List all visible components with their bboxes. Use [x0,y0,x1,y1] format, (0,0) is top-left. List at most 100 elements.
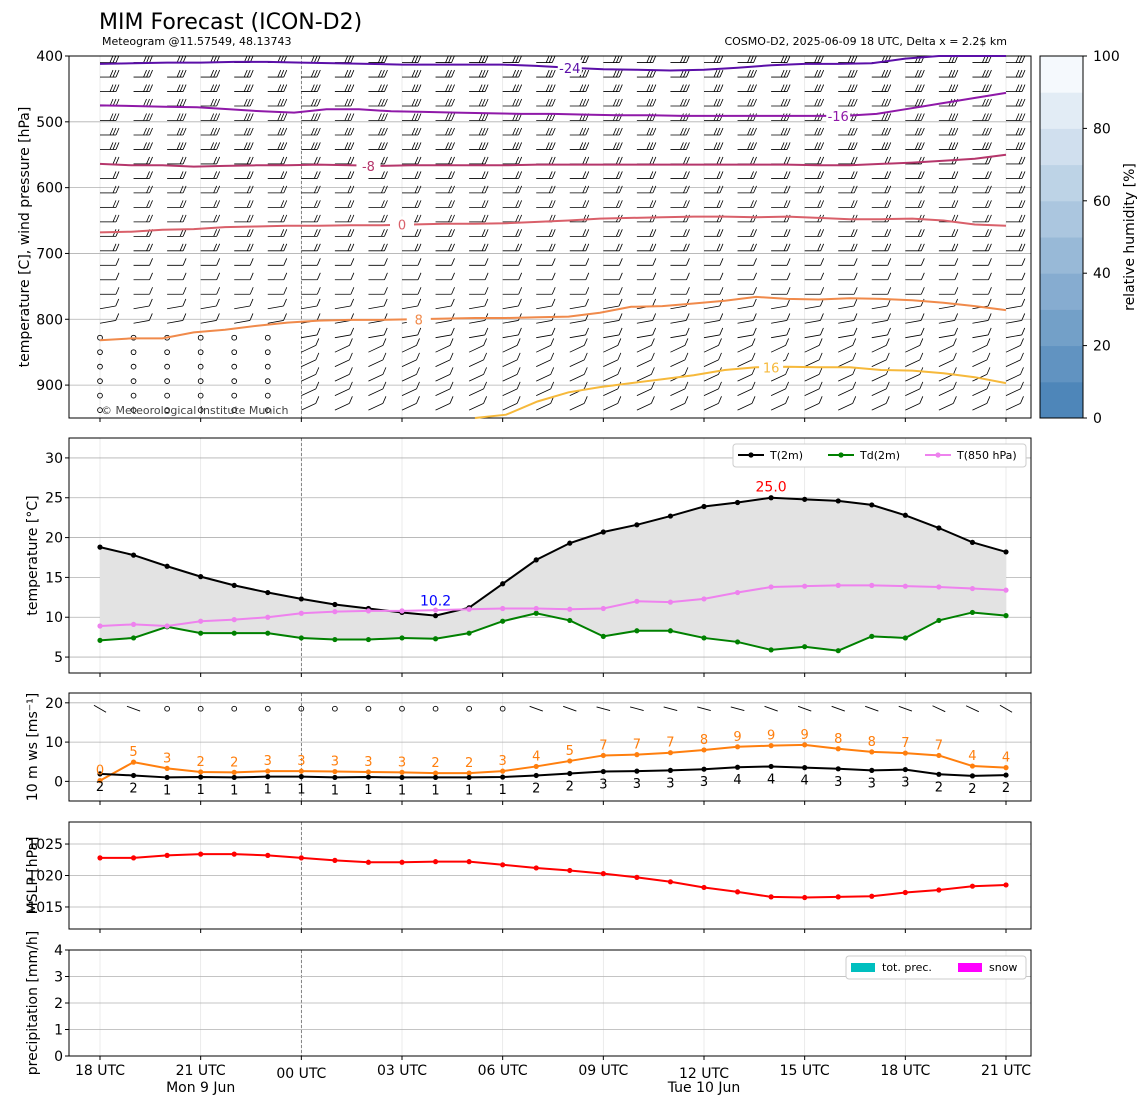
wind-barb-flag [216,127,221,136]
mslp-point [869,893,875,899]
y-tick-label: 700 [36,246,63,262]
wind-barb-flag [646,142,651,150]
wind-barb [200,171,221,179]
wind-barb [938,185,959,194]
wind-barb-flag [115,127,120,136]
wind-barb-flag [988,214,992,223]
surface-wind-barb [797,705,812,712]
wind-barb-flag [451,214,455,223]
wind-barb-flag [548,84,553,92]
wind-barb-flag [146,214,150,223]
wind-barb-flag [1018,127,1023,136]
series-point [567,617,573,624]
wind-barb [502,338,521,353]
wind-barb-flag [146,69,150,78]
wind-barb-flag [448,214,452,223]
wind-barb-flag [478,55,483,63]
wind-barb-staff [435,374,451,382]
wind-barb-flag [618,185,623,194]
wind-barb-flag [414,98,419,107]
wind-barb-flag [112,113,117,121]
wind-barb-flag [315,352,320,361]
wind-barb [704,171,724,179]
wind-barb [838,338,857,353]
wind-barb-flag [384,185,388,194]
wind-barb-flag [1021,156,1026,165]
wind-barb-flag [310,127,315,136]
wind-barb-flag [484,298,489,307]
wind-barb [200,200,221,208]
wind-barb-flag [347,69,352,78]
speed-label: 2 [968,782,976,797]
colorbar-tick-label: 100 [1093,49,1120,65]
wind-barb-flag [615,229,620,237]
wind-barb-flag [213,229,218,237]
wind-barb [603,313,623,324]
wind-barb-flag [818,352,823,361]
wind-barb-flag [445,98,449,107]
wind-barb [536,84,556,92]
wind-barb [301,142,321,150]
calm-wind-marker [164,349,170,356]
wind-barb-flag [481,229,486,237]
wind-barb-flag [283,113,288,121]
wind-barb-flag [283,185,288,194]
wind-barb-flag [350,171,355,179]
series-point [969,585,976,592]
wind-series-point [500,768,506,774]
wind-barb-staff [871,359,887,368]
wind-barb-staff [401,305,418,310]
wind-barb-flag [884,69,889,78]
wind-barb [402,185,422,194]
wind-barb [737,338,756,353]
wind-series-point [533,772,539,779]
wind-barb-flag [382,352,387,361]
wind-barb-flag [850,142,855,150]
calm-wind-marker [197,363,204,370]
surface-wind-barb [596,706,611,711]
wind-barb-flag [283,156,288,165]
wind-barb-flag [448,185,452,194]
wind-barb-flag [384,243,388,251]
wind-barb [502,156,523,165]
wind-barb-flag [249,258,254,266]
wind-barb [368,98,388,107]
wind-series-point [600,752,606,759]
wind-barb-flag [448,69,452,78]
wind-barb-flag [585,272,590,280]
wind-barb [569,127,590,136]
wind-barb-flag [719,327,724,336]
wind-barb [737,127,757,136]
wind-barb-flag [954,313,959,321]
wind-barb-flag [985,156,989,165]
wind-barb-staff [972,345,988,353]
wind-barb-flag [417,156,422,165]
wind-barb [502,352,521,368]
wind-barb-flag [551,327,556,336]
wind-barb-flag [516,352,521,361]
wind-barb-flag [310,84,315,92]
wind-barb-flag [483,396,487,404]
wind-barb [469,171,489,179]
wind-barb-flag [112,84,117,92]
wind-barb-flag [612,69,617,78]
wind-barb [469,156,489,165]
wind-barb-flag [516,396,521,404]
wind-barb-flag [986,381,991,390]
wind-barb-staff [804,388,820,396]
wind-barb-flag [917,200,922,208]
wind-barb-flag [280,84,285,92]
wind-barb [737,367,756,382]
wind-barb-flag [920,200,925,208]
wind-barb [469,200,489,208]
wind-barb-flag [817,127,822,136]
figure-subtitle-right: COSMO-D2, 2025-06-09 18 UTC, Delta x = 2… [724,35,1007,48]
wind-barb-flag [283,127,288,136]
wind-barb-flag [680,142,684,150]
wind-barb-flag [713,55,718,63]
wind-barb-flag [149,113,153,121]
wind-barb-flag [820,258,825,266]
wind-barb-flag [550,367,555,375]
wind-barb [435,327,455,339]
